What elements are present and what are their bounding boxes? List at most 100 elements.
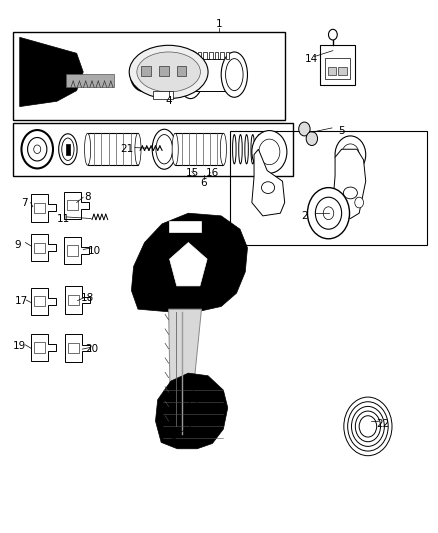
- Circle shape: [355, 197, 364, 208]
- Bar: [175, 133, 223, 165]
- Ellipse shape: [59, 134, 77, 165]
- Ellipse shape: [85, 133, 91, 165]
- Text: 16: 16: [206, 168, 219, 178]
- Text: 15: 15: [186, 168, 199, 178]
- Text: 14: 14: [304, 54, 318, 63]
- Ellipse shape: [177, 51, 204, 99]
- Bar: [13, 32, 285, 120]
- Circle shape: [328, 29, 337, 40]
- Bar: [215, 52, 218, 59]
- Circle shape: [259, 139, 280, 165]
- Polygon shape: [31, 194, 56, 222]
- Bar: [159, 66, 169, 76]
- Bar: [66, 74, 114, 87]
- Text: 5: 5: [338, 126, 345, 135]
- Bar: [13, 123, 293, 176]
- Ellipse shape: [226, 59, 243, 91]
- Bar: [209, 52, 212, 59]
- Circle shape: [299, 122, 310, 136]
- Text: 18: 18: [81, 294, 94, 303]
- Bar: [177, 66, 186, 76]
- Ellipse shape: [220, 133, 226, 165]
- Ellipse shape: [261, 182, 275, 193]
- Bar: [153, 91, 173, 99]
- Bar: [328, 67, 336, 75]
- Text: 11: 11: [57, 214, 70, 223]
- Bar: [204, 52, 207, 59]
- Bar: [183, 413, 207, 426]
- Text: 20: 20: [85, 344, 99, 354]
- Polygon shape: [170, 243, 207, 286]
- Polygon shape: [31, 287, 56, 315]
- Text: 8: 8: [84, 192, 91, 202]
- Circle shape: [315, 197, 342, 229]
- Ellipse shape: [221, 52, 247, 98]
- Text: 6: 6: [200, 179, 207, 188]
- Ellipse shape: [187, 419, 203, 434]
- Bar: [68, 343, 79, 353]
- Bar: [191, 59, 234, 91]
- Polygon shape: [31, 234, 56, 262]
- Ellipse shape: [183, 416, 207, 437]
- Bar: [338, 67, 347, 75]
- Text: 9: 9: [14, 240, 21, 250]
- Ellipse shape: [62, 138, 74, 160]
- Polygon shape: [334, 149, 366, 219]
- Bar: [34, 243, 45, 253]
- Bar: [193, 417, 197, 423]
- Bar: [169, 221, 201, 232]
- Bar: [68, 295, 79, 305]
- Circle shape: [306, 132, 318, 146]
- Circle shape: [323, 207, 334, 220]
- Circle shape: [307, 188, 350, 239]
- Polygon shape: [31, 334, 56, 361]
- Ellipse shape: [172, 133, 178, 165]
- Circle shape: [252, 131, 287, 173]
- Text: 22: 22: [377, 419, 390, 429]
- Bar: [325, 58, 350, 79]
- Polygon shape: [131, 213, 247, 312]
- Bar: [320, 45, 355, 85]
- Text: 19: 19: [13, 342, 26, 351]
- Text: 1: 1: [215, 19, 223, 29]
- Bar: [164, 70, 174, 74]
- Bar: [34, 203, 45, 213]
- Bar: [66, 144, 70, 155]
- Polygon shape: [64, 191, 89, 219]
- Ellipse shape: [182, 58, 199, 92]
- Text: 4: 4: [165, 96, 172, 106]
- Bar: [164, 70, 174, 79]
- Bar: [226, 52, 229, 59]
- Polygon shape: [20, 37, 83, 107]
- Bar: [67, 245, 78, 256]
- Circle shape: [21, 130, 53, 168]
- Text: 13: 13: [186, 398, 199, 407]
- Text: 10: 10: [88, 246, 101, 255]
- Text: 7: 7: [21, 198, 28, 207]
- Bar: [230, 131, 427, 245]
- Bar: [198, 52, 201, 59]
- Polygon shape: [64, 237, 89, 264]
- Bar: [67, 200, 78, 211]
- Ellipse shape: [137, 52, 200, 92]
- Polygon shape: [65, 334, 90, 362]
- Bar: [141, 66, 151, 76]
- Ellipse shape: [135, 133, 141, 165]
- Polygon shape: [252, 149, 285, 216]
- Circle shape: [335, 136, 366, 173]
- Circle shape: [342, 144, 359, 165]
- Ellipse shape: [152, 130, 176, 169]
- Ellipse shape: [156, 134, 173, 164]
- Polygon shape: [65, 286, 90, 314]
- Polygon shape: [155, 373, 228, 449]
- Text: 12: 12: [223, 251, 237, 261]
- Ellipse shape: [343, 187, 357, 199]
- Text: 3: 3: [170, 431, 177, 441]
- Text: 2: 2: [301, 211, 308, 221]
- Polygon shape: [169, 309, 201, 442]
- Bar: [88, 133, 138, 165]
- Text: 21: 21: [120, 144, 134, 154]
- Circle shape: [34, 145, 41, 154]
- Ellipse shape: [129, 45, 208, 99]
- Text: 17: 17: [14, 296, 28, 306]
